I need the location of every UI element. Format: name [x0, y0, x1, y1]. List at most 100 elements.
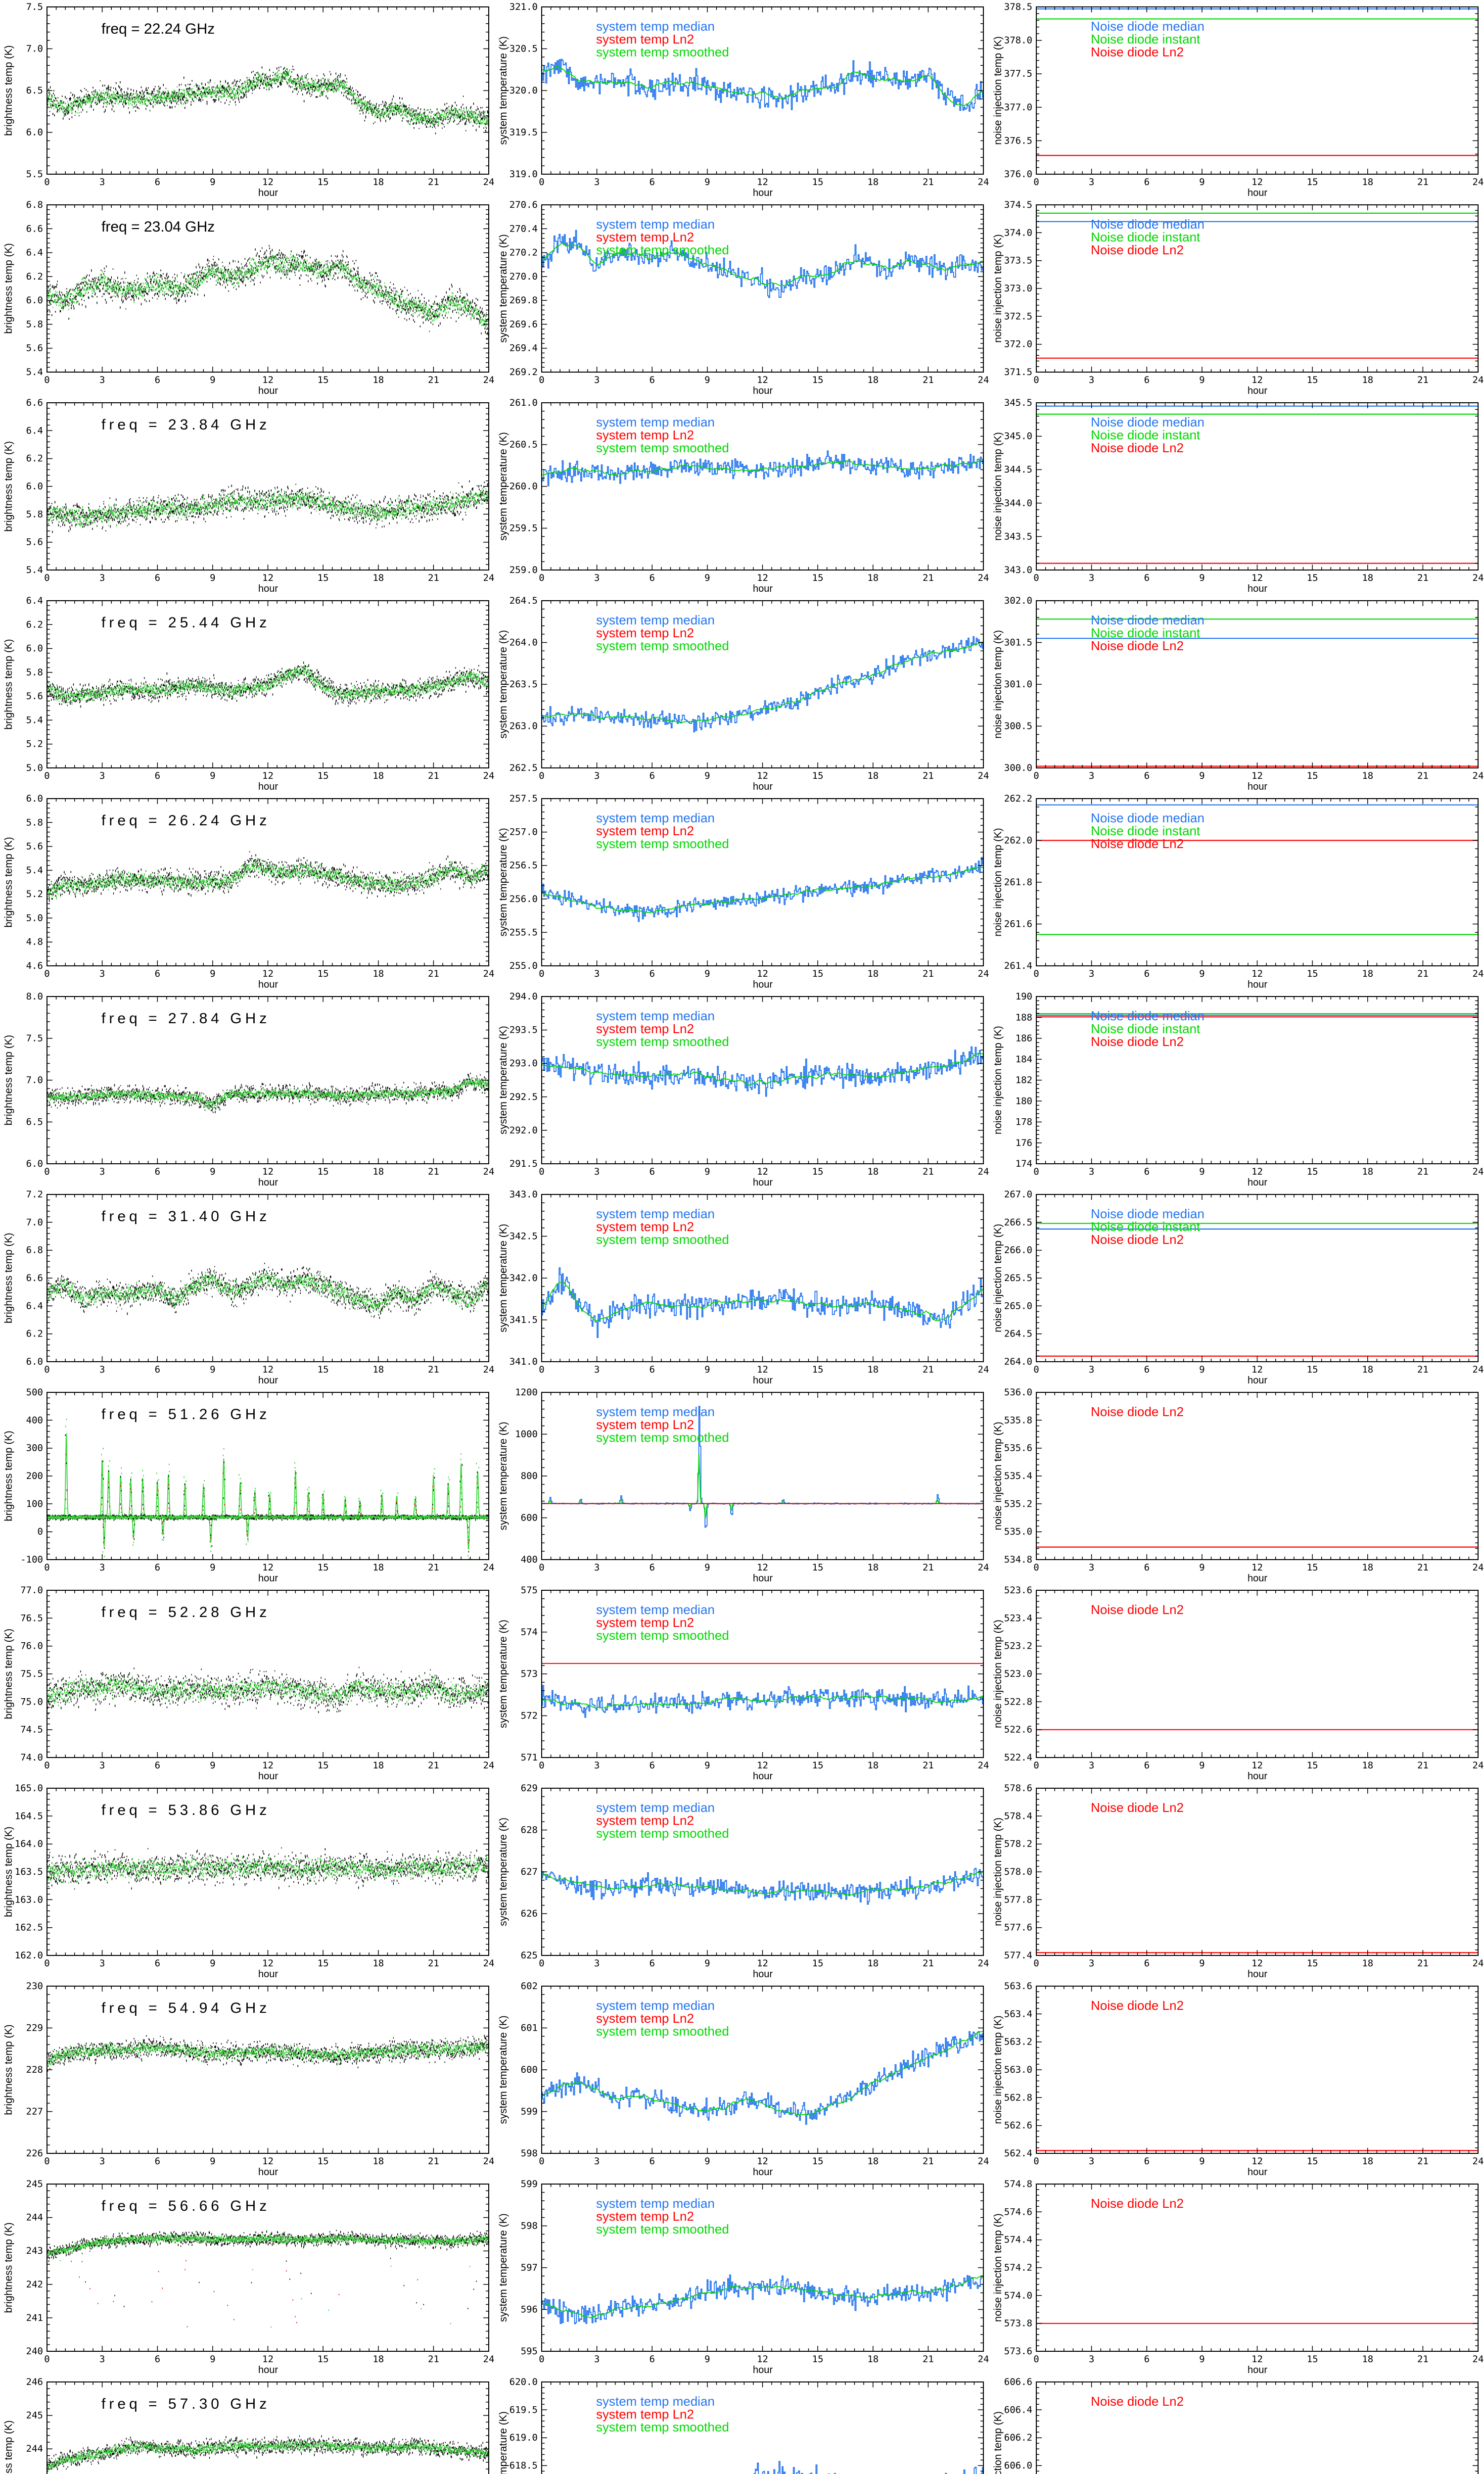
- y-axis-label: system temperature (K): [498, 1026, 509, 1134]
- x-tick-label: 0: [539, 2354, 544, 2365]
- x-tick-label: 0: [1033, 1166, 1039, 1177]
- y-axis-label: noise injection temp (K): [992, 1619, 1004, 1728]
- x-tick-label: 18: [867, 968, 879, 979]
- series-systemp-median: [542, 1868, 984, 1905]
- x-tick-label: 0: [44, 1364, 49, 1375]
- y-tick-label: 100: [26, 1498, 43, 1509]
- y-tick-label: 266.0: [1004, 1245, 1032, 1256]
- panel-row13-middle: 617.0617.5618.0618.5619.0619.5620.003691…: [495, 2375, 989, 2474]
- panel-row10-left: 162.0 162.5 163.0 163.5 164.0 164.5 165.0 0 3 6 9 1…: [0, 1781, 495, 1979]
- x-tick-label: 18: [372, 1958, 384, 1969]
- legend-entry-red: system temp Ln2: [596, 32, 694, 47]
- x-tick-label: 9: [210, 2156, 215, 2167]
- y-tick-label: 574: [521, 1627, 538, 1638]
- y-tick-label: 523.0: [1004, 1668, 1032, 1679]
- legend-entry-green: system temp smoothed: [596, 2420, 729, 2434]
- y-tick-label: 601: [521, 2023, 538, 2034]
- y-tick-label: 264.0: [1004, 1356, 1032, 1367]
- axis-ticks: [46, 402, 489, 571]
- panel-row6-left: 6.0 6.5 7.0 7.5 8.0 0 3 6 9 12 15 18 21 24 hour brightn…: [0, 990, 495, 1188]
- y-axis-label: brightness temp (K): [3, 2420, 14, 2474]
- x-tick-label: 24: [978, 1760, 989, 1771]
- x-axis-label: hour: [1248, 1969, 1267, 1979]
- x-tick-label: 3: [1089, 2354, 1094, 2365]
- y-tick-label: 5.5: [26, 169, 43, 180]
- panel-row8-right: 534.8 535.0 535.2 535.4 535.6 535.8 536.0 0 3 6 9 1…: [989, 1385, 1484, 1583]
- x-tick-label: 3: [594, 1958, 600, 1969]
- x-tick-label: 0: [1033, 1760, 1039, 1771]
- x-tick-label: 21: [1417, 968, 1429, 979]
- panel-row10-right: 577.4 577.6 577.8 578.0 578.2 578.4 578.6 0 3 6 9 1…: [989, 1781, 1484, 1979]
- plot-svg-row7-middle: 341.0 341.5 342.0 342.5 343.0 0 3 6 9 12 15 18 21 24 h…: [498, 1189, 989, 1385]
- y-tick-label: 7.5: [26, 1, 43, 12]
- axis-ticks: [541, 600, 984, 768]
- x-tick-label: 3: [594, 375, 600, 385]
- x-tick-label: 18: [372, 1166, 384, 1177]
- x-tick-label: 3: [99, 1166, 105, 1177]
- y-tick-label: 563.6: [1004, 1981, 1032, 1992]
- plot-svg-row2-left: 5.4 5.6 5.8 6.0 6.2 6.4 6.6 6.8 0 3 6 9 12 15 18 21 24 ho…: [3, 199, 495, 396]
- freq-label: freq = 23.84 GHz: [101, 417, 270, 433]
- x-tick-label: 3: [99, 770, 105, 781]
- y-tick-label: 184: [1016, 1054, 1032, 1065]
- x-tick-label: 24: [483, 2354, 495, 2365]
- plot-svg-row8-right: 534.8 535.0 535.2 535.4 535.6 535.8 536.0 0 3 6 9 1…: [992, 1387, 1484, 1583]
- x-tick-label: 6: [155, 2354, 160, 2365]
- x-tick-label: 6: [649, 1760, 655, 1771]
- x-tick-label: 21: [1417, 177, 1429, 188]
- x-tick-label: 24: [483, 968, 495, 979]
- series-scatter-black: [46, 1434, 489, 1553]
- panel-row10-middle: 625 626 627 628 629 0 3 6 9 12 15 18 21 24 hour system …: [495, 1781, 989, 1979]
- y-tick-label: 5.4: [26, 367, 43, 378]
- x-tick-label: 21: [923, 1166, 934, 1177]
- legend-entry-green: system temp smoothed: [596, 45, 729, 59]
- x-tick-label: 12: [262, 572, 274, 583]
- y-tick-label: 522.6: [1004, 1724, 1032, 1735]
- x-tick-label: 21: [428, 177, 439, 188]
- y-tick-label: 5.8: [26, 667, 43, 678]
- y-tick-label: 270.4: [510, 223, 538, 234]
- x-tick-label: 3: [99, 177, 105, 188]
- y-tick-label: 163.5: [15, 1866, 43, 1877]
- panel-row1-left: 5.5 6.0 6.5 7.0 7.5 0 3 6 9 12 15 18 21 24 hour brightn…: [0, 0, 495, 198]
- x-tick-label: 12: [757, 770, 768, 781]
- x-tick-label: 9: [1199, 1364, 1205, 1375]
- plot-svg-row1-middle: 319.0 319.5 320.0 320.5 321.0 0 3 6 9 12 15 18 21 24 h…: [498, 1, 989, 198]
- x-tick-label: 24: [483, 1166, 495, 1177]
- y-tick-label: 376.5: [1004, 135, 1032, 146]
- legend-entry-blue: system temp median: [596, 1206, 715, 1221]
- x-tick-label: 3: [594, 1760, 600, 1771]
- x-tick-label: 24: [483, 375, 495, 385]
- x-tick-label: 21: [428, 1760, 439, 1771]
- x-tick-label: 9: [210, 770, 215, 781]
- x-tick-label: 15: [1307, 1364, 1318, 1375]
- x-tick-label: 9: [1199, 375, 1205, 385]
- x-tick-label: 15: [1307, 375, 1318, 385]
- y-tick-label: 261.6: [1004, 919, 1032, 930]
- y-tick-label: 344.5: [1004, 464, 1032, 475]
- y-axis-label: system temperature (K): [498, 432, 509, 540]
- y-tick-label: 256.0: [510, 894, 538, 904]
- x-tick-label: 18: [867, 572, 879, 583]
- x-tick-label: 21: [428, 1562, 439, 1573]
- legend-entry-green: system temp smoothed: [596, 242, 729, 257]
- legend-entry-red: Noise diode Ln2: [1091, 2394, 1184, 2409]
- y-tick-label: 6.0: [26, 1356, 43, 1367]
- x-tick-label: 9: [704, 1562, 710, 1573]
- y-tick-label: 321.0: [510, 1, 538, 12]
- plot-svg-row13-left: 24124224324424524603691215182124hourbrig…: [3, 2377, 489, 2474]
- x-tick-label: 6: [1144, 2354, 1150, 2365]
- y-tick-label: 76.0: [20, 1641, 43, 1652]
- axis-ticks: [541, 6, 984, 175]
- x-tick-label: 18: [372, 375, 384, 385]
- panel-row12-middle: 595 596 597 598 599 0 3 6 9 12 15 18 21 24 hour system …: [495, 2177, 989, 2375]
- legend-entry-green: system temp smoothed: [596, 1628, 729, 1643]
- panel-row4-middle: 262.5 263.0 263.5 264.0 264.5 0 3 6 9 12 15 18 21 24 h…: [495, 594, 989, 792]
- y-tick-label: 226: [26, 2148, 43, 2159]
- y-tick-label: 300.0: [1004, 762, 1032, 773]
- y-tick-label: 270.6: [510, 199, 538, 210]
- y-tick-label: 7.0: [26, 44, 43, 54]
- y-tick-label: 6.0: [26, 295, 43, 306]
- legend-entry-red: Noise diode Ln2: [1091, 836, 1184, 851]
- x-tick-label: 18: [372, 2354, 384, 2365]
